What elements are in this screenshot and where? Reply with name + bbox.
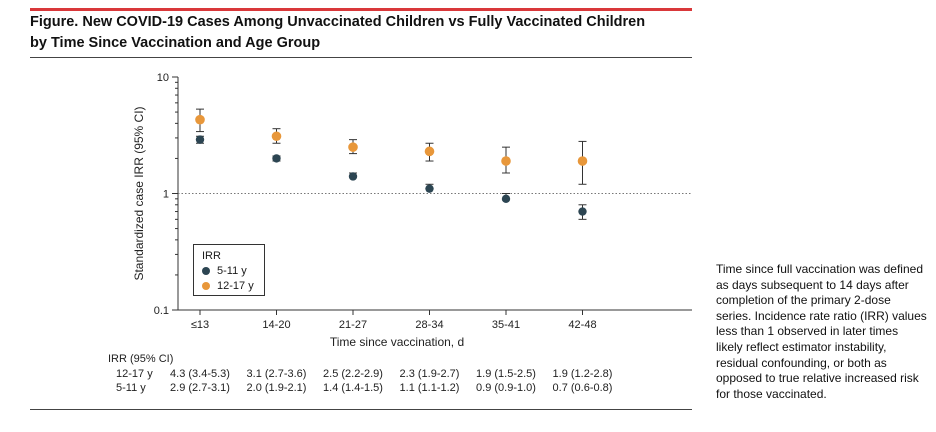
legend-item-12-17: 12-17 y (202, 280, 254, 292)
point-5-11 (425, 184, 434, 193)
irr-table-cell: 1.9 (1.5-2.5) (476, 368, 536, 380)
point-12-17 (348, 142, 358, 152)
irr-table-cell: 1.1 (1.1-1.2) (399, 382, 460, 394)
legend-label-5-11: 5-11 y (217, 265, 247, 277)
irr-table-cell: 2.0 (1.9-2.1) (246, 382, 307, 394)
point-12-17 (271, 131, 282, 142)
y-tick-label: 1 (163, 189, 169, 201)
figure-title-line-2: by Time Since Vaccination and Age Group (30, 35, 321, 51)
irr-table-cell: 4.3 (3.4-5.3) (170, 368, 230, 380)
point-5-11 (501, 194, 511, 204)
irr-table-cell: 2.5 (2.2-2.9) (323, 368, 383, 380)
legend: IRR 5-11 y 12-17 y (193, 244, 265, 296)
point-5-11 (272, 154, 281, 163)
figure-footnote: Time since full vaccination was defined … (716, 262, 927, 401)
legend-marker-12-17 (202, 282, 210, 290)
figure-title-line-1: Figure. New COVID-19 Cases Among Unvacci… (30, 14, 646, 30)
legend-label-12-17: 12-17 y (217, 280, 254, 292)
irr-table-cell: 2.9 (2.7-3.1) (170, 382, 230, 394)
x-tick-label: 21-27 (339, 319, 367, 331)
irr-table-cell: 0.9 (0.9-1.0) (476, 382, 536, 394)
x-tick-label: 14-20 (262, 319, 290, 331)
point-5-11 (348, 172, 358, 181)
irr-table-cell: 1.4 (1.4-1.5) (323, 382, 383, 394)
x-axis-title: Time since vaccination, d (330, 335, 464, 349)
bottom-divider (30, 409, 692, 410)
x-tick-label: 42-48 (568, 319, 596, 331)
legend-item-5-11: 5-11 y (202, 265, 247, 277)
x-tick-label: 35-41 (492, 319, 520, 331)
irr-table-row-label: 12-17 y (116, 368, 153, 380)
title-accent-rule (30, 8, 692, 11)
point-12-17 (195, 114, 205, 125)
point-12-17 (501, 156, 511, 166)
irr-table-cell: 3.1 (2.7-3.6) (246, 368, 307, 380)
point-5-11 (578, 207, 587, 216)
legend-title: IRR (202, 250, 221, 262)
irr-table-cell: 1.9 (1.2-2.8) (552, 368, 613, 380)
irr-table-cell: 2.3 (1.9-2.7) (399, 368, 460, 380)
x-tick-label: ≤13 (191, 319, 209, 331)
point-12-17 (424, 146, 435, 157)
x-tick-label: 28-34 (415, 319, 443, 331)
irr-table-cell: 0.7 (0.6-0.8) (552, 382, 613, 394)
irr-table-header: IRR (95% CI) (108, 353, 174, 365)
y-tick-label: 10 (157, 72, 169, 84)
point-5-11 (195, 135, 205, 144)
legend-marker-5-11 (202, 267, 210, 275)
title-divider (30, 57, 692, 58)
point-12-17 (577, 156, 588, 166)
irr-table-row-label: 5-11 y (116, 382, 146, 394)
y-axis-title: Standardized case IRR (95% CI) (132, 106, 146, 280)
y-tick-label: 0.1 (154, 305, 169, 317)
